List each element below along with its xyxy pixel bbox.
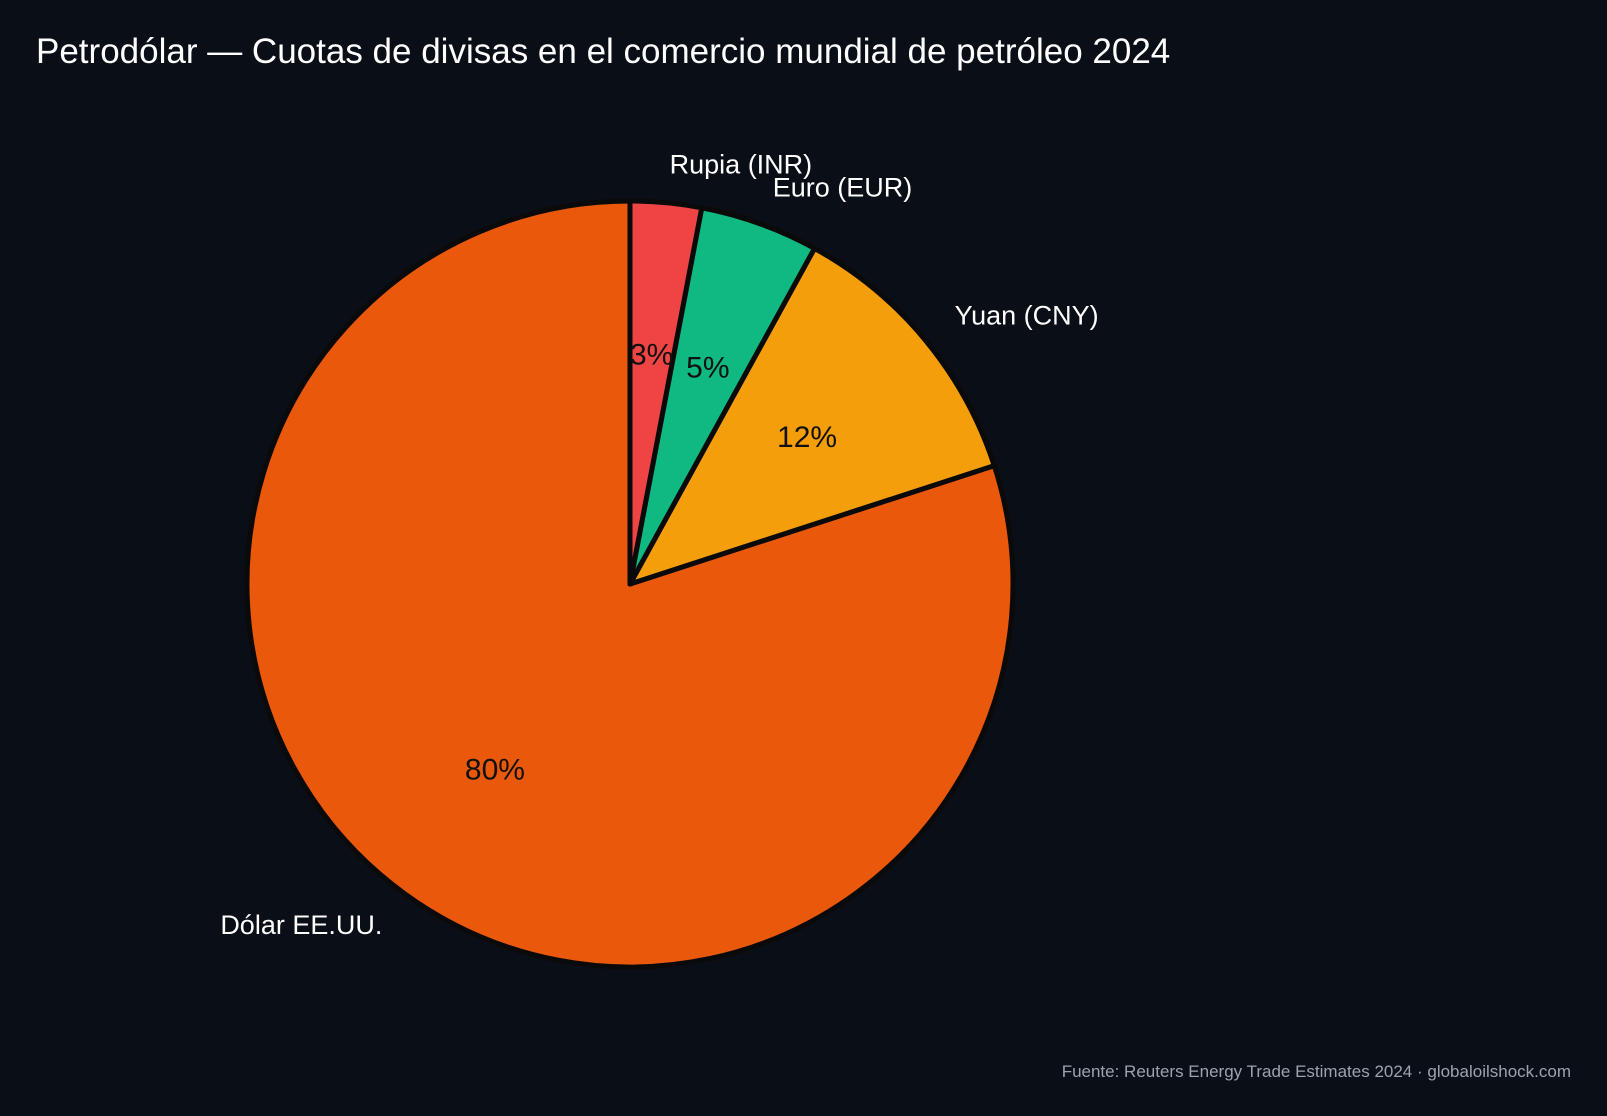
- pie-slice-rupia-inr: [627, 198, 705, 587]
- pie-slice-label-euro-eur: Euro (EUR): [773, 173, 913, 203]
- pie-pct-label-dolar-ee-uu: 80%: [465, 753, 525, 786]
- chart-title: Petrodólar — Cuotas de divisas en el com…: [36, 32, 1170, 71]
- percent-labels: 80% 12% 5% 3%: [465, 339, 837, 787]
- source-note: Fuente: Reuters Energy Trade Estimates 2…: [1062, 1062, 1571, 1081]
- pie-slice-label-dolar-ee-uu: Dólar EE.UU.: [220, 910, 382, 940]
- pie-pct-label-rupia-inr: 3%: [630, 339, 673, 372]
- pie-pct-label-euro-eur: 5%: [686, 351, 729, 384]
- pie-slice-yuan-cny: [627, 245, 997, 587]
- pie-slices: [244, 198, 1016, 970]
- slice-labels: Dólar EE.UU. Yuan (CNY) Euro (EUR)Rupia (I…: [220, 150, 1098, 940]
- pie-pct-label-yuan-cny: 12%: [777, 421, 837, 454]
- pie-slice-label-yuan-cny: Yuan (CNY): [955, 300, 1099, 330]
- pie-slice-label-rupia-inr: Rupia (INR): [670, 150, 813, 180]
